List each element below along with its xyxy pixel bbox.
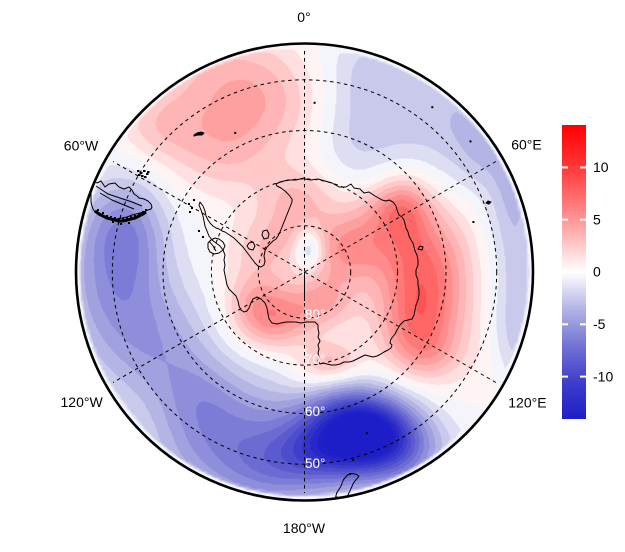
svg-text:5: 5 xyxy=(593,211,601,227)
svg-text:60°E: 60°E xyxy=(511,137,542,153)
svg-text:10: 10 xyxy=(593,159,609,175)
svg-text:-5: -5 xyxy=(593,316,606,332)
svg-text:180°W: 180°W xyxy=(283,520,326,536)
svg-text:0°: 0° xyxy=(297,9,310,25)
svg-text:120°E: 120°E xyxy=(508,395,546,411)
svg-text:0: 0 xyxy=(593,264,601,280)
svg-text:60°: 60° xyxy=(305,404,325,419)
svg-text:70°: 70° xyxy=(305,352,325,367)
svg-text:60°W: 60°W xyxy=(64,138,99,154)
svg-text:120°W: 120°W xyxy=(61,394,104,410)
svg-text:50°: 50° xyxy=(305,456,325,471)
svg-text:80°: 80° xyxy=(305,307,325,322)
svg-text:-10: -10 xyxy=(593,368,613,384)
